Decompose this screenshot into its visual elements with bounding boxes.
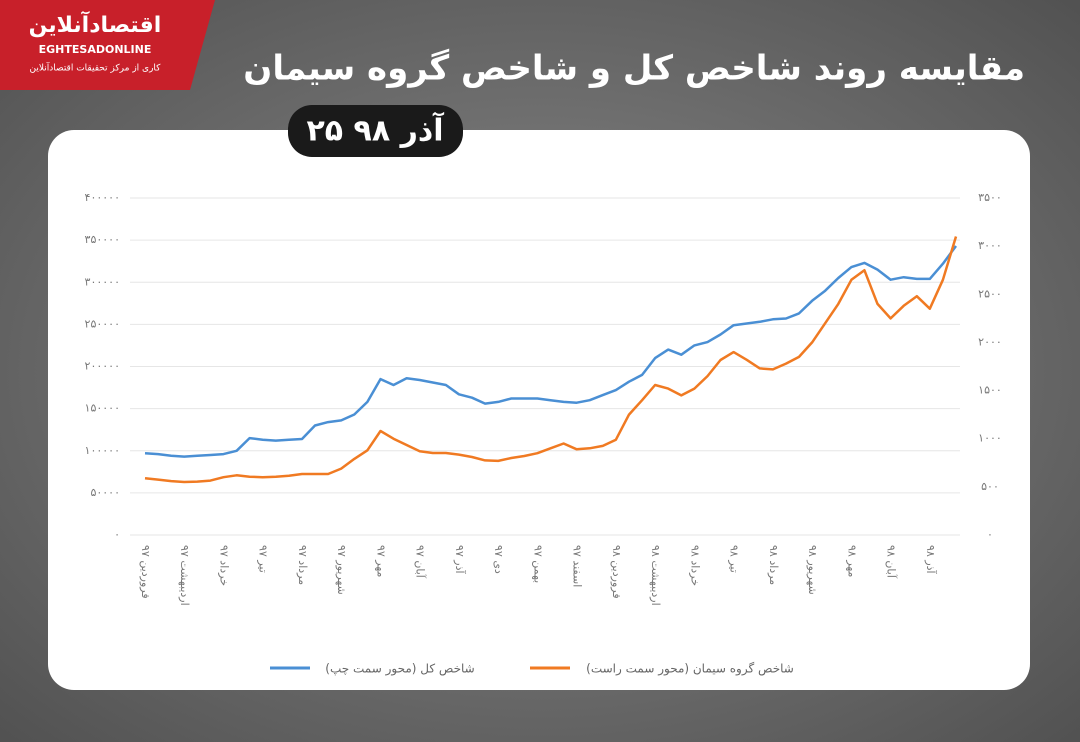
x-tick-label: فروردین ۹۷ [139,545,152,599]
legend-label: شاخص گروه سیمان (محور سمت راست) [586,662,794,677]
logo-band [0,0,215,90]
y2-tick-label: ۱۵۰۰ [978,384,1002,397]
panel [48,130,1030,690]
logo-latin: EGHTESADONLINE [39,43,152,56]
x-tick-label: اردیبهشت ۹۸ [649,545,662,606]
y-tick-label: ۱۰۰۰۰۰ [85,444,120,457]
x-tick-label: تیر ۹۸ [728,545,741,573]
y-tick-label: ۵۰۰۰۰ [90,486,120,499]
plot: ۰ ۵۰۰۰۰ ۱۰۰۰۰۰ ۱۵۰۰۰۰ ۲۰۰۰۰۰ ۲۵۰۰۰۰ ۳۰۰۰۰۰ ۳۵۰۰… [85,191,1002,677]
x-tick-label: بهمن ۹۷ [531,545,544,583]
y-tick-label: ۳۵۰۰۰۰ [85,233,120,246]
legend-label: شاخص کل (محور سمت چپ) [325,662,474,677]
y2-tick-label: ۰ [987,528,993,541]
y2-tick-label: ۵۰۰ [981,480,999,493]
x-tick-label: خرداد ۹۷ [217,545,230,586]
chart-title: مقایسه روند شاخص کل و شاخص گروه سیمان [243,49,1025,89]
x-tick-label: شهریور ۹۸ [806,545,819,595]
x-tick-label: خرداد ۹۸ [688,545,701,586]
tagline: کاری از مرکز تحقیقات اقتصادآنلاین [30,62,162,74]
x-tick-label: دی ۹۷ [492,545,505,574]
x-tick-label: فروردین ۹۸ [610,545,623,599]
x-tick-label: آبان ۹۷ [414,545,428,579]
x-tick-label: آذر ۹۷ [453,545,467,575]
x-tick-label: آبان ۹۸ [885,545,899,579]
y2-tick-label: ۳۰۰۰ [978,239,1002,252]
x-tick-label: اسفند ۹۷ [571,545,584,587]
series-line [144,245,958,458]
y2-tick-label: ۲۰۰۰ [978,335,1002,348]
y2-tick-label: ۲۵۰۰ [978,287,1002,300]
y-tick-label: ۲۵۰۰۰۰ [85,317,120,330]
subtitle: ۲۵ آذر ۹۸ [306,112,444,149]
y-tick-label: ۲۰۰۰۰۰ [85,360,120,373]
x-tick-label: مرداد ۹۸ [767,545,780,585]
logo: اقتصادآنلاین [29,10,162,38]
y-tick-label: ۴۰۰۰۰۰ [85,191,120,204]
y-tick-label: ۳۰۰۰۰۰ [85,275,120,288]
series-line [144,236,958,484]
x-tick-label: مهر ۹۸ [845,545,858,577]
x-tick-label: شهریور ۹۷ [335,545,348,595]
y-tick-label: ۰ [114,528,120,541]
x-tick-label: آذر ۹۸ [924,545,938,575]
x-tick-label: اردیبهشت ۹۷ [178,545,191,606]
x-tick-label: تیر ۹۷ [257,545,270,573]
y2-tick-label: ۱۰۰۰ [978,432,1002,445]
x-tick-label: مهر ۹۷ [374,545,387,577]
subtitle-pill [288,105,463,157]
x-tick-label: مرداد ۹۷ [296,545,309,585]
y2-tick-label: ۳۵۰۰ [978,191,1002,204]
y-tick-label: ۱۵۰۰۰۰ [85,402,120,415]
